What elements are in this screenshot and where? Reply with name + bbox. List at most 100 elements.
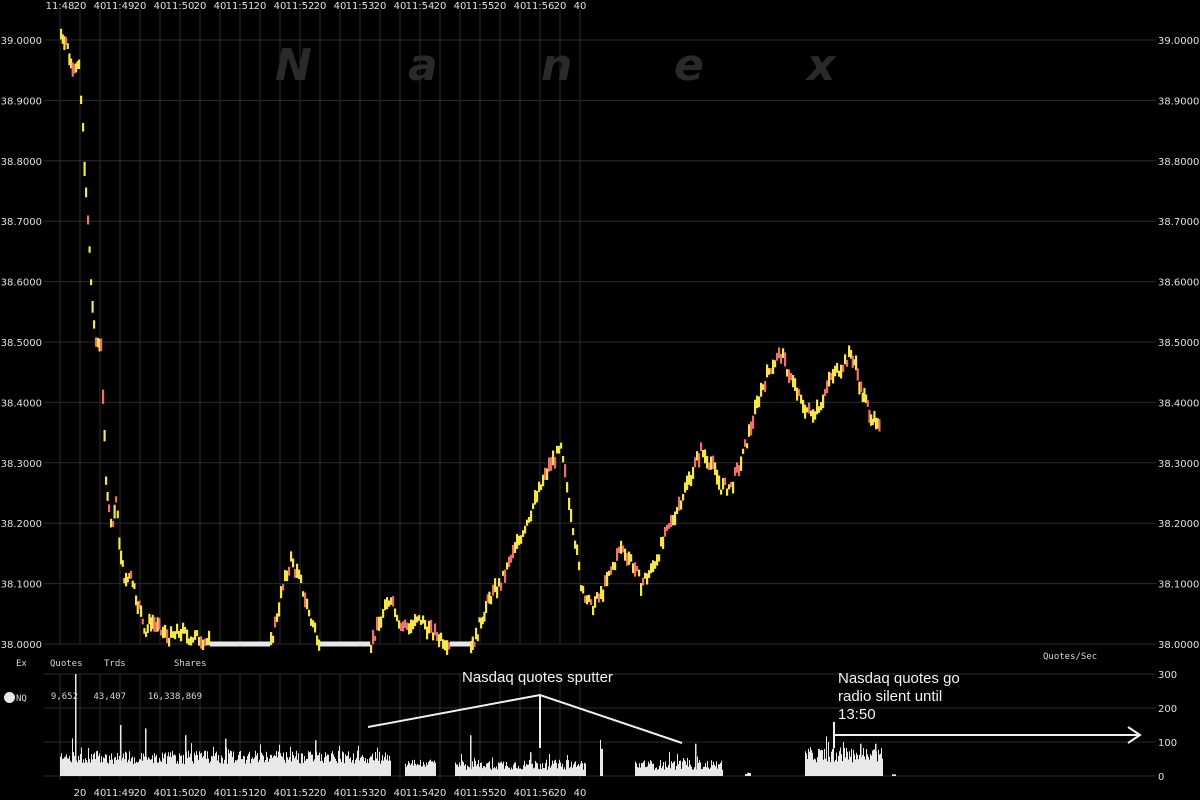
price-tick-mark [734,467,737,476]
volume-bar [552,760,553,776]
volume-bar [381,760,382,776]
price-tick-mark [626,553,629,566]
volume-bar [660,759,661,776]
price-tick-mark [178,631,181,638]
exchange-stats: Ex Quotes Trds Shares NQ 9,652 43,407 16… [4,637,250,716]
volume-bar [476,765,477,776]
volume-bar [874,749,875,776]
volume-bar [418,764,419,776]
volume-bar [343,752,344,776]
volume-bar [339,745,340,776]
price-tick-mark [844,354,847,365]
volume-bar [493,768,494,776]
price-tick-mark [318,639,321,651]
volume-bar [673,762,674,776]
stats-header-quotes: Quotes [50,659,83,669]
price-tick-mark [848,345,851,358]
price-tick-mark [430,619,433,633]
volume-bar [254,757,255,776]
volume-bar [144,756,145,776]
price-tick-mark [450,641,453,647]
volume-bar [180,755,181,776]
volume-bar [679,760,680,776]
volume-bar [130,761,131,776]
volume-bar [252,757,253,776]
price-tick-mark [554,457,557,469]
price-tick-mark [103,429,106,442]
x-tick-label-top: 20 [374,1,387,12]
price-tick-mark [778,347,781,359]
price-tick-mark [614,562,617,571]
volume-bar [558,763,559,776]
price-tick-mark [400,622,403,631]
price-tick-mark [105,476,108,485]
volume-bar [142,760,143,776]
price-tick-mark [408,623,411,635]
volume-bar [173,755,174,776]
volume-bar [206,758,207,776]
price-tick-mark [572,528,575,536]
stats-trds: 43,407 [93,692,126,702]
volume-bar [870,754,871,776]
volume-bar [273,756,274,776]
price-tick-mark [606,571,609,587]
price-tick-mark [550,457,553,471]
volume-bar [277,757,278,776]
volume-bar [462,760,463,776]
volume-bar [505,766,506,776]
volume-bar [842,761,843,776]
volume-bar [600,739,601,776]
volume-bar [409,763,410,776]
volume-bar [584,762,585,776]
volume-bar [285,762,286,776]
price-tick-mark [170,626,173,638]
volume-bar [294,758,295,776]
volume-bar [300,763,301,776]
volume-bar [853,749,854,776]
price-tick-mark [264,641,267,647]
volume-bar [881,747,882,776]
price-tick-mark [444,640,447,651]
price-tick-mark [692,467,695,479]
volume-bar [296,750,297,776]
price-tick-mark [141,618,144,625]
volume-bar [74,755,75,776]
volume-bar [328,754,329,776]
volume-bar [251,758,252,776]
price-tick-mark [612,561,615,570]
x-tick-label-top: 40 [514,1,527,12]
price-tick-mark [526,519,529,526]
x-tick-label-bottom: 40 [574,788,587,799]
x-tick-label-bottom: 11:53 [346,788,375,799]
volume-bar [73,752,74,776]
volume-bar [711,760,712,776]
price-tick-mark [808,402,811,414]
volume-bar [428,762,429,776]
volume-bar [115,757,116,776]
price-tick-mark [120,550,123,565]
price-tick-mark [113,504,116,519]
volume-bar [222,757,223,776]
price-tick-mark [574,540,577,549]
volume-bar [118,759,119,776]
volume-bar [337,763,338,776]
price-tick-mark [654,561,657,569]
volume-bar [198,759,199,776]
volume-bar [100,762,101,776]
x-tick-label-bottom: 20 [494,788,507,799]
price-tick-mark [392,596,395,607]
x-tick-label-top: 11:48 [46,1,75,12]
volume-bar [268,761,269,776]
volume-bar [136,761,137,776]
volume-bar [893,774,894,776]
volume-bar [102,762,103,776]
price-tick-mark [296,563,299,578]
price-tick-mark [151,614,154,629]
volume-bar [546,759,547,776]
volume-bar [517,768,518,776]
volume-bar [157,762,158,776]
price-tick-mark [164,624,167,638]
volume-bar [123,753,124,776]
volume-bar [560,762,561,776]
y-tick-label-left: 38.5000 [1,338,42,349]
